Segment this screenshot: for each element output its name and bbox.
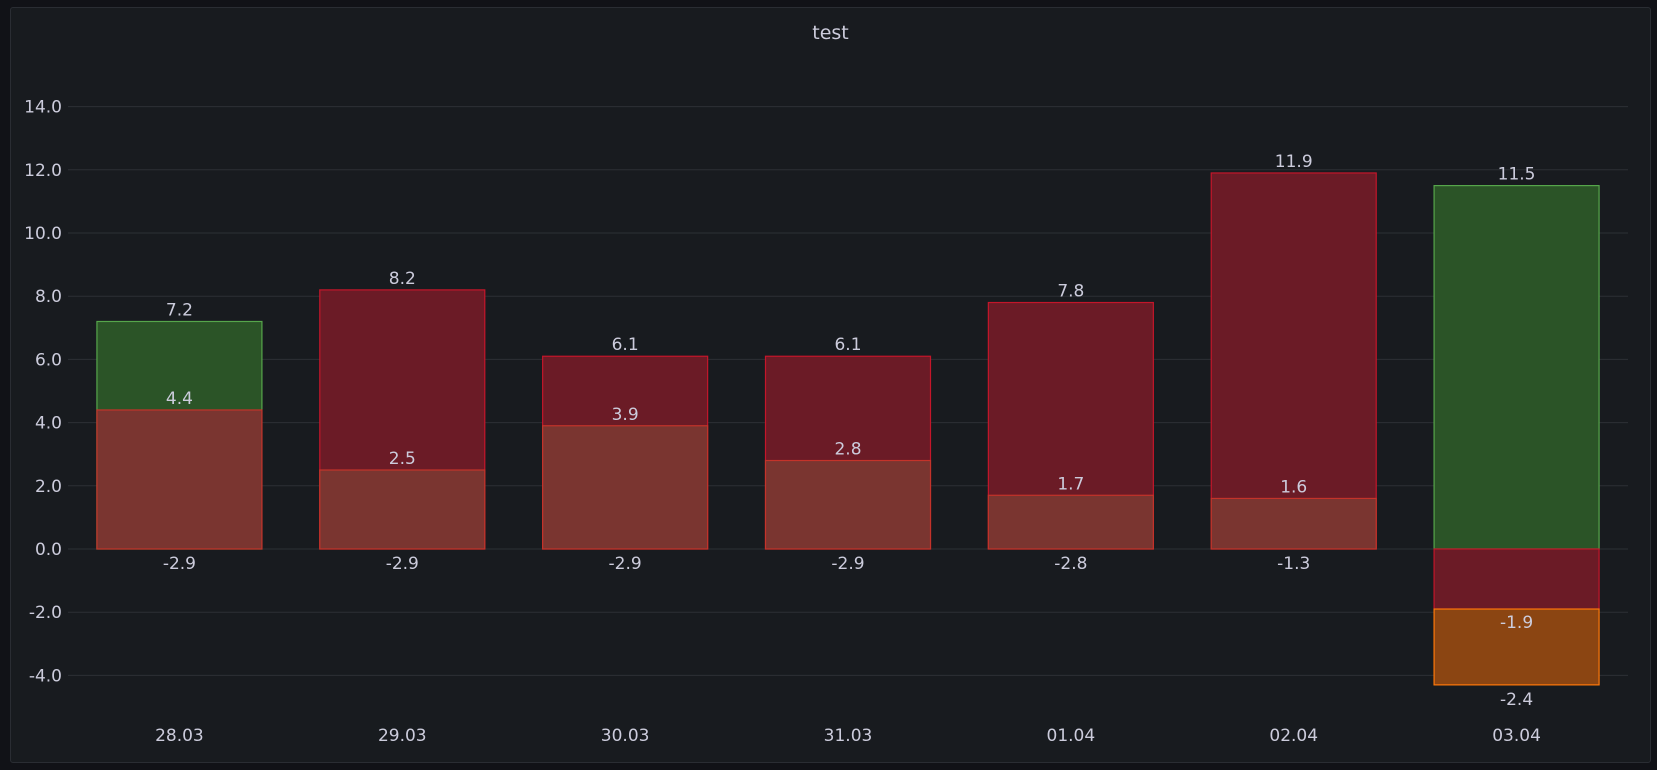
y-tick-label: 0.0 xyxy=(35,540,62,560)
bar-top-label: 8.2 xyxy=(389,269,416,289)
bar-inner-label: 1.6 xyxy=(1280,477,1307,497)
bar-inner-label: 2.5 xyxy=(389,449,416,469)
bar-top-label: 11.9 xyxy=(1275,152,1313,172)
bar-negative-label: -2.9 xyxy=(386,554,419,574)
bar-top-label: 7.2 xyxy=(166,300,193,320)
y-tick-label: 12.0 xyxy=(24,161,62,181)
bar-top-label: 6.1 xyxy=(834,335,861,355)
y-tick-label: -4.0 xyxy=(29,666,62,686)
bar-negative-label: -2.9 xyxy=(163,554,196,574)
x-tick-label: 30.03 xyxy=(601,726,650,746)
bar-negative-orange-label: -2.4 xyxy=(1500,690,1533,710)
bar-inner xyxy=(764,459,932,550)
bar-negative-red xyxy=(1433,548,1600,610)
y-tick-label: 14.0 xyxy=(24,98,62,118)
bar-inner xyxy=(987,494,1154,550)
bar-inner xyxy=(96,409,263,550)
x-tick-label: 02.04 xyxy=(1269,726,1318,746)
y-tick-label: -2.0 xyxy=(29,603,62,623)
x-tick-label: 28.03 xyxy=(155,726,204,746)
bar-inner-label: 2.8 xyxy=(834,440,861,460)
bar-negative-red-label: -1.9 xyxy=(1500,613,1533,633)
bar-inner-label: 4.4 xyxy=(166,389,193,409)
bar-negative-label: -2.9 xyxy=(609,554,642,574)
bar-negative-label: -2.8 xyxy=(1054,554,1087,574)
y-tick-label: 6.0 xyxy=(35,350,62,370)
bar-inner-label: 3.9 xyxy=(612,405,639,425)
bar-inner xyxy=(319,469,486,550)
y-tick-label: 2.0 xyxy=(35,477,62,497)
bar-top-label: 6.1 xyxy=(612,335,639,355)
y-tick-label: 8.0 xyxy=(35,287,62,307)
bar-top-label: 7.8 xyxy=(1057,282,1084,302)
bar-negative-label: -2.9 xyxy=(831,554,864,574)
panel-title: test xyxy=(812,22,849,44)
x-tick-label: 01.04 xyxy=(1047,726,1096,746)
bar-negative-label: -1.3 xyxy=(1277,554,1310,574)
x-tick-label: 31.03 xyxy=(824,726,873,746)
bar-inner xyxy=(542,425,709,550)
bar-inner xyxy=(1210,497,1377,550)
x-tick-label: 29.03 xyxy=(378,726,427,746)
bar-inner-label: 1.7 xyxy=(1057,474,1084,494)
bar-top xyxy=(1210,172,1377,550)
y-tick-label: 10.0 xyxy=(24,224,62,244)
x-tick-label: 03.04 xyxy=(1492,726,1541,746)
bar-top-label: 11.5 xyxy=(1498,165,1536,185)
bar-top xyxy=(1433,185,1600,550)
y-tick-label: 4.0 xyxy=(35,414,62,434)
bar-negative-orange xyxy=(1433,608,1600,686)
